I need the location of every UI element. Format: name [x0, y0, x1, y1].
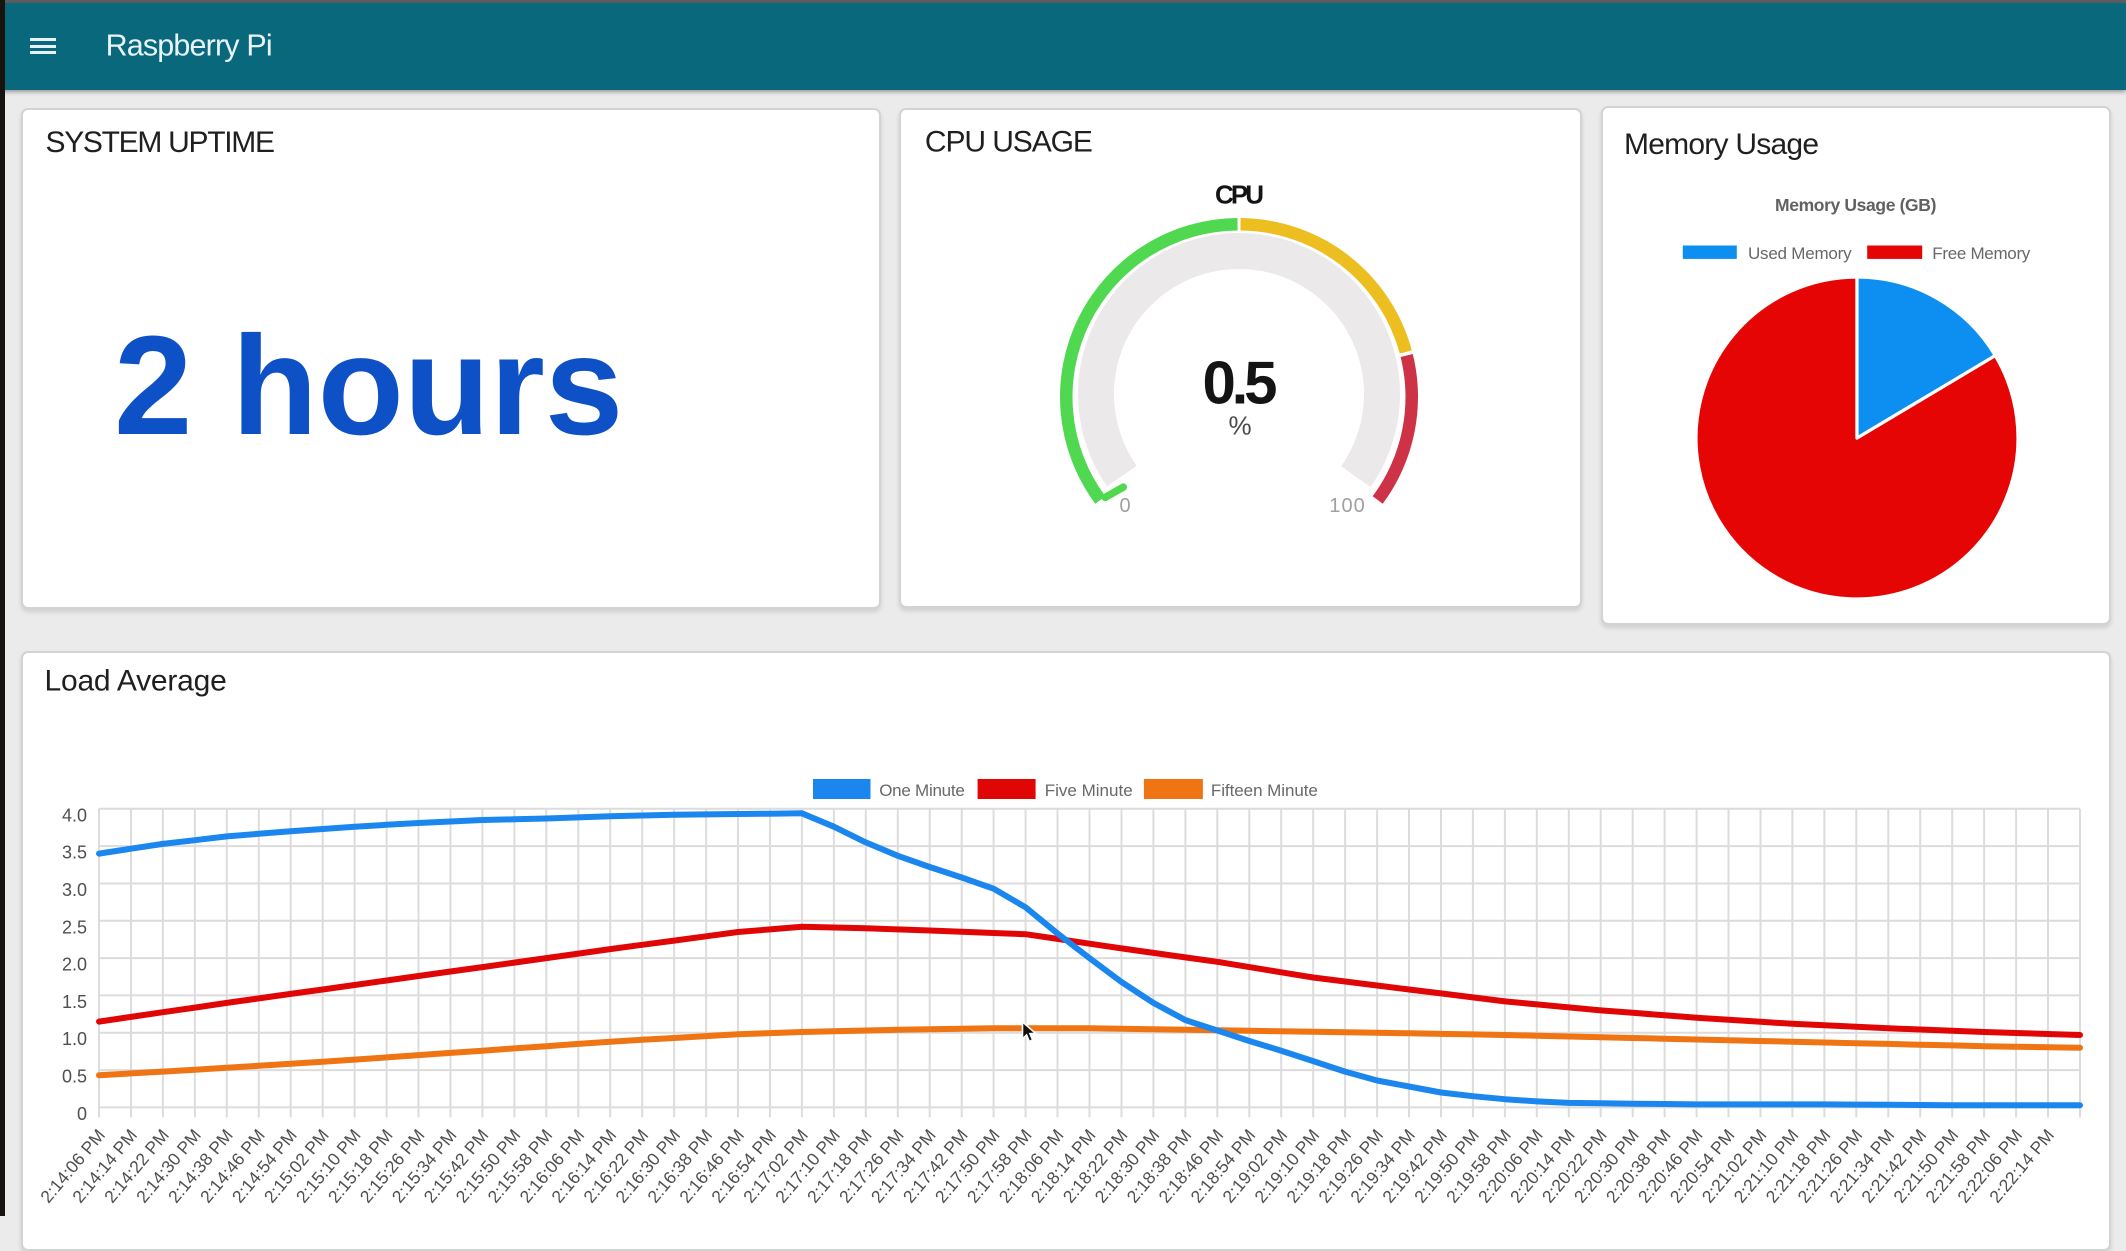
- svg-text:0: 0: [77, 1104, 87, 1124]
- svg-text:0.5: 0.5: [62, 1067, 87, 1087]
- svg-text:2.5: 2.5: [62, 917, 87, 937]
- svg-text:0: 0: [1119, 495, 1130, 517]
- svg-text:Load Average: Load Average: [45, 665, 227, 698]
- svg-text:%: %: [1228, 411, 1251, 441]
- svg-text:Memory Usage (GB): Memory Usage (GB): [1775, 195, 1936, 215]
- svg-text:Free Memory: Free Memory: [1932, 244, 2031, 263]
- svg-text:Fifteen Minute: Fifteen Minute: [1211, 781, 1318, 800]
- svg-text:4.0: 4.0: [62, 805, 87, 825]
- svg-text:1.0: 1.0: [62, 1029, 87, 1049]
- svg-text:One Minute: One Minute: [879, 781, 965, 800]
- svg-text:CPU: CPU: [1215, 179, 1264, 209]
- svg-text:100: 100: [1329, 495, 1365, 517]
- svg-text:CPU USAGE: CPU USAGE: [925, 126, 1093, 159]
- svg-text:2.0: 2.0: [62, 955, 87, 975]
- svg-text:1.5: 1.5: [62, 992, 87, 1012]
- svg-text:3.0: 3.0: [62, 880, 87, 900]
- svg-text:Five Minute: Five Minute: [1045, 781, 1133, 800]
- svg-text:Raspberry Pi: Raspberry Pi: [106, 28, 273, 62]
- svg-text:0.5: 0.5: [1203, 349, 1278, 416]
- svg-text:SYSTEM UPTIME: SYSTEM UPTIME: [46, 126, 276, 159]
- svg-text:3.5: 3.5: [62, 843, 87, 863]
- svg-text:Memory Usage: Memory Usage: [1624, 128, 1819, 161]
- svg-text:Used Memory: Used Memory: [1748, 244, 1852, 263]
